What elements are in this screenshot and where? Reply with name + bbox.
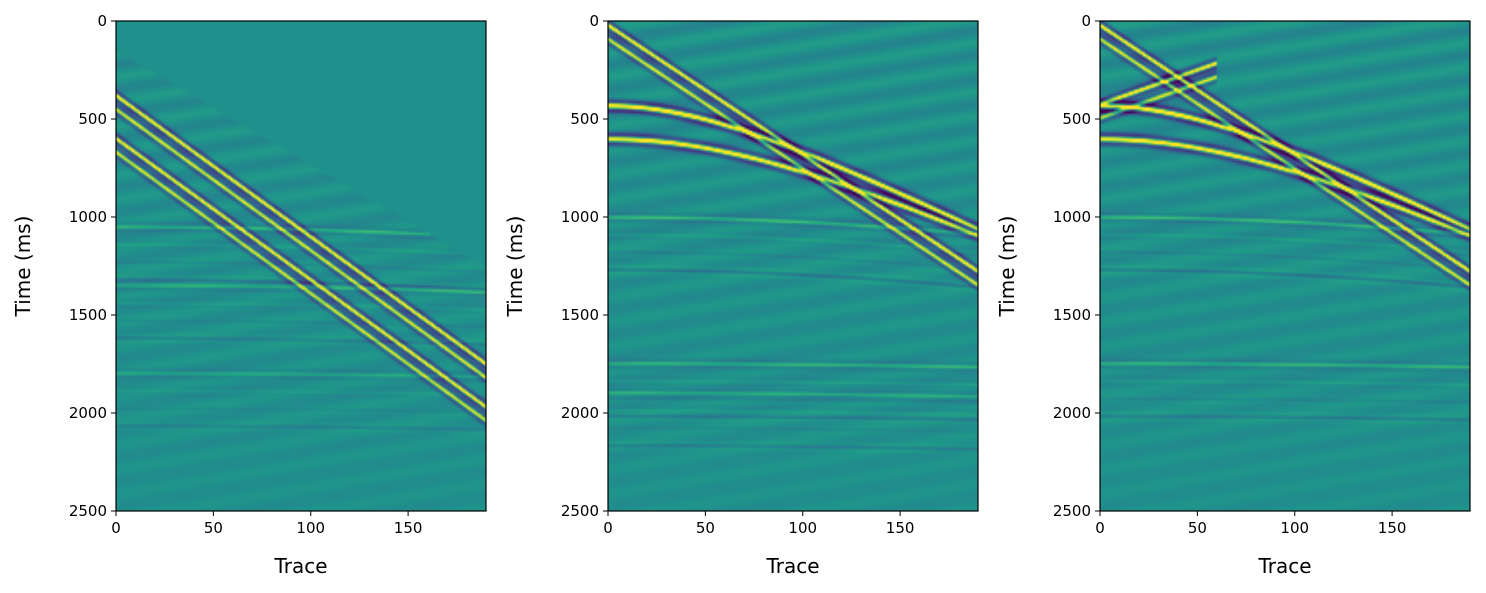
axes-frame: [607, 20, 979, 512]
y-tick-label: 1000: [561, 208, 599, 226]
y-tick-label: 1500: [69, 306, 107, 324]
y-tick-label: 500: [1062, 110, 1091, 128]
x-axis-label: Trace: [765, 554, 819, 578]
y-tick-label: 0: [589, 12, 599, 30]
y-tick-label: 2000: [69, 404, 107, 422]
axes-frame: [1099, 20, 1471, 512]
y-tick-label: 1000: [69, 208, 107, 226]
y-tick-label: 500: [570, 110, 599, 128]
y-tick-label: 1000: [1053, 208, 1091, 226]
x-tick-label: 50: [696, 519, 715, 537]
x-axis-label: Trace: [1257, 554, 1311, 578]
y-axis-label: Time (ms): [11, 216, 35, 318]
y-tick-label: 500: [78, 110, 107, 128]
y-tick-label: 2000: [561, 404, 599, 422]
y-axis-label: Time (ms): [503, 216, 527, 318]
y-tick-label: 2000: [1053, 404, 1091, 422]
y-tick-label: 2500: [69, 502, 107, 520]
axes-frame: [115, 20, 487, 512]
y-tick-label: 0: [97, 12, 107, 30]
x-tick-label: 100: [1280, 519, 1309, 537]
x-tick-label: 150: [394, 519, 423, 537]
heatmap-image-3: [1100, 21, 1470, 511]
y-tick-label: 1500: [561, 306, 599, 324]
x-tick-label: 150: [886, 519, 915, 537]
x-tick-label: 50: [1188, 519, 1207, 537]
x-tick-label: 0: [111, 519, 121, 537]
x-tick-label: 100: [788, 519, 817, 537]
y-tick-label: 2500: [561, 502, 599, 520]
y-tick-label: 1500: [1053, 306, 1091, 324]
x-tick-label: 150: [1378, 519, 1407, 537]
x-tick-label: 100: [296, 519, 325, 537]
y-axis-label: Time (ms): [995, 216, 1019, 318]
x-tick-label: 0: [1095, 519, 1105, 537]
x-tick-label: 50: [204, 519, 223, 537]
x-axis-label: Trace: [273, 554, 327, 578]
heatmap-image-1: [116, 21, 486, 511]
x-tick-label: 0: [603, 519, 613, 537]
y-tick-label: 0: [1081, 12, 1091, 30]
y-tick-label: 2500: [1053, 502, 1091, 520]
heatmap-image-2: [608, 21, 978, 511]
